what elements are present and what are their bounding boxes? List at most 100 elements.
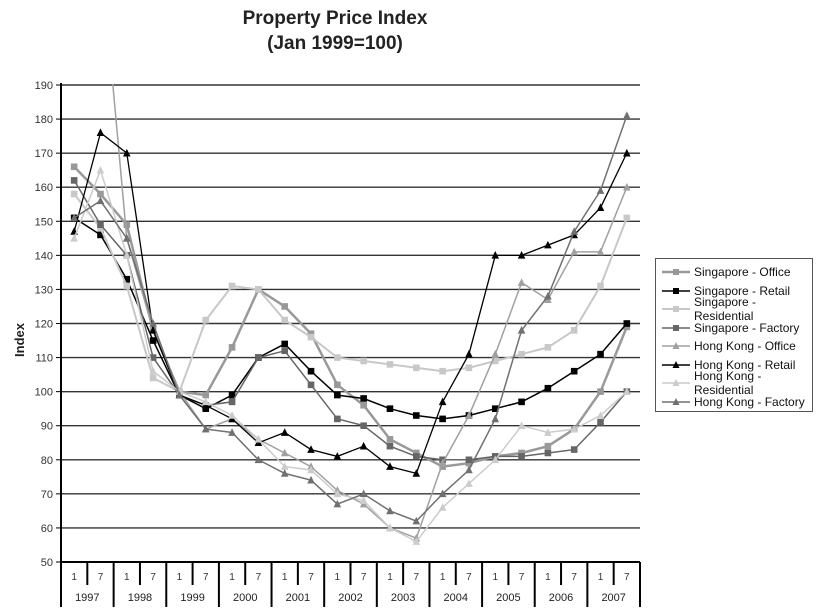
data-point-triangle [254,455,263,464]
series-line [73,115,628,522]
data-point-triangle [623,182,631,191]
series-hong-kong-residential [70,165,631,545]
data-point-square [149,337,157,344]
data-point-triangle [386,462,394,470]
x-tick-label: 7 [256,572,262,583]
legend-swatch-icon [662,269,690,276]
data-point-triangle [122,251,131,259]
y-tick-label: 180 [35,114,53,126]
data-point-triangle [359,489,368,498]
series-line [112,84,628,540]
data-point-triangle [333,452,342,460]
data-point-triangle [465,349,473,358]
data-point-square [334,381,341,389]
data-point-triangle [623,111,631,119]
data-point-square [202,391,210,399]
data-point-square [518,453,525,460]
legend-item: Singapore - Retail [660,282,812,301]
data-point-square [412,364,420,372]
data-point-triangle [570,227,579,235]
data-point-triangle [438,397,447,406]
data-point-square [491,405,499,412]
data-point-square [518,449,525,457]
data-point-square [307,367,315,375]
y-tick-label: 90 [41,421,53,433]
data-point-square [228,398,236,406]
legend-item: Singapore - Residential [660,295,812,323]
data-point-square [597,419,604,426]
x-tick-label: 1 [440,572,446,583]
data-point-square [281,316,289,324]
legend-label: Hong Kong - Residential [694,369,762,398]
x-tick-label: 1 [229,572,235,583]
data-point-triangle [465,479,473,487]
data-point-triangle [122,148,131,157]
y-tick-label: 170 [35,148,53,160]
data-point-triangle [280,462,289,470]
data-point-square [255,354,262,361]
x-tick-label: 7 [308,572,314,583]
data-point-square [386,436,394,443]
series-line [73,180,628,461]
x-tick-label: 7 [150,572,156,583]
data-point-square [281,347,289,355]
y-tick-label: 140 [35,250,53,262]
data-point-triangle [201,397,210,406]
data-point-square [465,456,473,464]
legend-item: Hong Kong - Residential [660,369,812,397]
data-point-triangle [465,465,473,474]
x-tick-label: 7 [519,572,525,583]
data-point-square [255,286,262,293]
year-label: 2005 [496,592,520,604]
data-point-triangle [570,247,579,256]
legend-item: Singapore - Office [660,263,812,282]
year-label: 2007 [601,592,625,604]
data-point-square [412,453,420,460]
data-point-square [597,350,604,358]
data-point-square [439,415,446,423]
data-point-square [334,415,341,423]
data-point-triangle [570,424,579,433]
data-point-square [673,324,679,331]
x-tick-label: 7 [466,572,472,583]
y-tick-label: 120 [35,319,53,331]
series-line [73,217,628,420]
y-tick-label: 160 [35,182,53,194]
series-line [73,167,628,543]
series-singapore-factory [70,177,631,464]
data-point-triangle [228,428,236,436]
data-point-square [228,282,236,290]
data-point-triangle [438,458,447,467]
legend-label: Singapore - Residential [694,295,757,324]
legend-swatch-icon [662,360,690,368]
data-point-square [544,442,552,450]
series-line [73,131,628,475]
data-point-triangle [596,186,605,194]
y-tick-label: 80 [41,455,53,467]
data-point-square [544,449,552,457]
data-point-triangle [149,366,157,375]
data-point-triangle [254,435,263,443]
data-point-square [412,412,420,419]
year-label: 2003 [391,592,415,604]
data-point-triangle [280,469,289,477]
x-tick-label: 7 [98,572,104,583]
data-point-square [334,354,341,361]
y-tick-label: 100 [35,387,53,399]
y-tick-label: 70 [41,489,53,501]
data-point-triangle [96,165,105,174]
data-point-square [149,354,157,361]
data-point-square [544,344,552,351]
legend-swatch-icon [662,306,690,313]
data-point-triangle [386,523,394,532]
legend-item: Hong Kong - Office [660,337,812,356]
data-point-triangle [333,499,342,508]
series-singapore-retail [70,214,631,423]
data-point-square [673,287,679,294]
data-point-square [386,442,394,450]
data-point-triangle [623,148,631,157]
year-label: 1999 [180,592,204,604]
year-label: 1998 [128,592,152,604]
legend-swatch-icon [662,287,690,294]
